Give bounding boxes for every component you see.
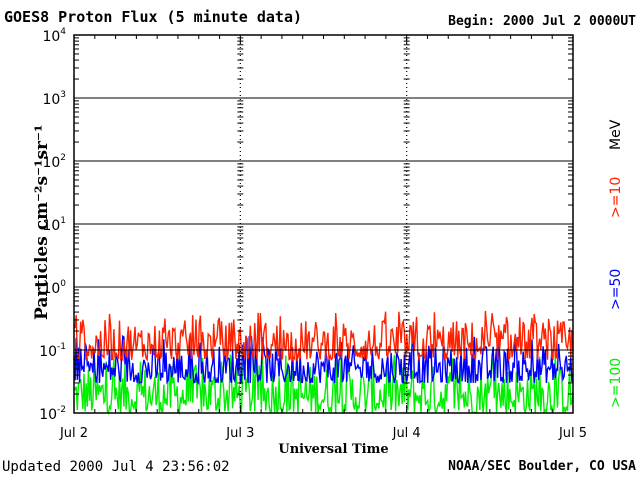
y-tick-label: 10-1	[39, 342, 66, 360]
updated-label: Updated	[2, 459, 62, 475]
begin-time: Begin: 2000 Jul 2 0000UT	[448, 14, 636, 29]
series-line-0	[73, 310, 574, 363]
y-tick-label: 100	[42, 279, 66, 297]
legend-unit: MeV	[608, 119, 624, 150]
begin-label: Begin:	[448, 14, 496, 29]
legend-series-100: >=100	[608, 357, 624, 408]
series-line-1	[73, 334, 574, 386]
y-tick-label: 102	[42, 153, 66, 171]
y-tick-label: 101	[42, 216, 66, 234]
y-tick-label: 10-2	[39, 405, 66, 423]
x-axis-label: Universal Time	[278, 442, 388, 457]
series-line-2	[73, 354, 574, 416]
x-tick-label: Jul 4	[392, 426, 421, 441]
updated-value: 2000 Jul 4 23:56:02	[69, 459, 230, 475]
legend-series-50: >=50	[608, 268, 624, 310]
x-tick-label: Jul 5	[558, 426, 587, 441]
y-tick-label: 104	[42, 27, 66, 45]
legend-series-10: >=10	[608, 176, 624, 218]
y-tick-label: 103	[42, 90, 66, 108]
credit-text: NOAA/SEC Boulder, CO USA	[448, 459, 636, 474]
updated-timestamp: Updated 2000 Jul 4 23:56:02	[2, 459, 230, 475]
begin-value: 2000 Jul 2 0000UT	[502, 14, 636, 29]
x-tick-label: Jul 3	[225, 426, 254, 441]
x-tick-label: Jul 2	[59, 426, 88, 441]
plot-frame	[73, 34, 574, 414]
chart-title: GOES8 Proton Flux (5 minute data)	[4, 8, 303, 26]
